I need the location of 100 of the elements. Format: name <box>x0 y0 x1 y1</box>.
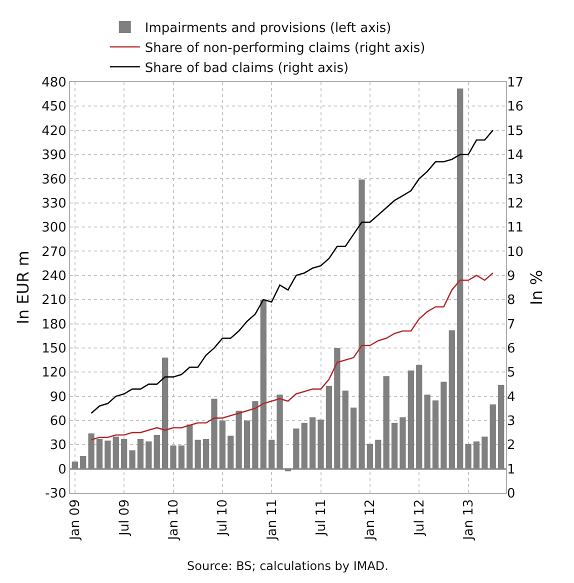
y-tick-label: 120 <box>42 366 66 381</box>
bar <box>112 436 119 469</box>
y2-tick-label: 7 <box>507 317 516 332</box>
bar <box>440 382 447 469</box>
legend-label: Share of bad claims (right axis) <box>144 60 349 76</box>
bar <box>80 456 86 469</box>
bar <box>236 410 242 469</box>
bar <box>482 436 488 469</box>
y2-tick-label: 9 <box>507 268 516 284</box>
bar <box>96 439 103 469</box>
bar <box>194 440 201 469</box>
bar <box>252 401 258 469</box>
bar <box>375 440 382 469</box>
y-tick-label: 450 <box>42 100 66 115</box>
bar <box>310 417 316 469</box>
x-tick-label: Jan 09 <box>68 499 84 541</box>
bar <box>498 385 504 469</box>
bar <box>219 420 226 469</box>
bar <box>228 436 234 469</box>
x-tick-label: Jan 10 <box>166 499 182 541</box>
y-tick-label: 330 <box>42 196 66 212</box>
bar <box>276 394 283 469</box>
y2-tick-label: 17 <box>507 76 524 91</box>
x-tick-label: Jul 11 <box>314 499 330 537</box>
bar <box>146 441 152 469</box>
bar <box>104 440 111 469</box>
y-tick-label: 30 <box>50 438 66 454</box>
y2-tick-label: 8 <box>507 293 516 308</box>
y2-tick-label: 6 <box>507 341 516 356</box>
bar <box>448 330 455 469</box>
bar <box>301 422 308 469</box>
x-tick-label: Jul 12 <box>412 499 428 537</box>
bar <box>408 370 414 469</box>
bar <box>350 408 357 469</box>
y2-tick-label: 0 <box>507 486 516 502</box>
x-tick-label: Jan 13 <box>462 499 477 541</box>
bar <box>473 441 480 469</box>
x-tick-label: Jan 11 <box>264 499 280 541</box>
y-tick-label: 300 <box>42 220 66 236</box>
bar <box>326 386 332 469</box>
y-tick-label: 60 <box>50 414 66 430</box>
y-tick-label: 480 <box>42 76 66 91</box>
y2-tick-label: 13 <box>507 172 524 188</box>
bar <box>432 400 439 469</box>
y2-tick-label: 15 <box>507 124 524 139</box>
bar <box>342 390 348 469</box>
line-series <box>90 130 494 414</box>
y-tick-label: 390 <box>42 148 66 164</box>
bar <box>88 433 94 469</box>
y2-tick-label: 10 <box>507 244 524 260</box>
bar <box>211 398 218 469</box>
bar <box>268 440 275 469</box>
y-tick-label: 180 <box>42 317 66 332</box>
line-series <box>90 272 494 440</box>
y-tick-label: 210 <box>42 293 66 308</box>
bar <box>490 404 496 469</box>
bar <box>129 450 136 469</box>
y2-tick-label: 1 <box>507 462 516 478</box>
bar <box>424 394 430 469</box>
x-tick-label: Jul 10 <box>216 499 231 537</box>
bar <box>383 376 390 469</box>
bar <box>202 439 210 469</box>
y2-tick-label: 14 <box>507 148 524 164</box>
bar <box>334 348 340 469</box>
source-note: Source: BS; calculations by IMAD. <box>187 559 388 573</box>
y2-tick-label: 5 <box>507 366 516 381</box>
y-tick-label: 360 <box>42 172 66 188</box>
bar <box>400 417 406 469</box>
y2-tick-label: 4 <box>507 390 516 405</box>
y2-tick-label: 11 <box>507 220 524 236</box>
bar <box>416 364 422 469</box>
bar <box>318 420 324 469</box>
y-tick-label: -30 <box>45 486 66 502</box>
bar <box>178 445 185 469</box>
bar <box>72 462 78 469</box>
y-axis-title: In EUR m <box>13 250 32 324</box>
bar <box>293 428 300 469</box>
y-tick-label: 420 <box>42 124 66 139</box>
y-tick-label: 90 <box>50 390 66 405</box>
bar <box>244 420 250 469</box>
y-tick-label: 150 <box>42 341 66 356</box>
legend-label: Share of non-performing claims (right axis) <box>144 40 426 56</box>
bar <box>457 88 464 469</box>
y2-tick-label: 12 <box>507 196 524 212</box>
bar <box>137 439 144 469</box>
bar <box>121 439 128 469</box>
bar <box>170 445 176 469</box>
bar <box>186 424 193 469</box>
y2-tick-label: 16 <box>507 100 524 115</box>
bar <box>465 444 472 469</box>
bar <box>391 422 398 469</box>
y-tick-label: 270 <box>42 244 66 260</box>
bar <box>162 358 168 469</box>
y2-tick-label: 3 <box>507 414 516 430</box>
y-tick-label: 240 <box>42 268 66 284</box>
legend-label: Impairments and provisions (left axis) <box>144 21 392 36</box>
bar <box>366 444 374 469</box>
x-tick-label: Jan 12 <box>363 499 378 541</box>
y-tick-label: 0 <box>58 462 66 478</box>
x-tick-label: Jul 09 <box>117 499 132 537</box>
